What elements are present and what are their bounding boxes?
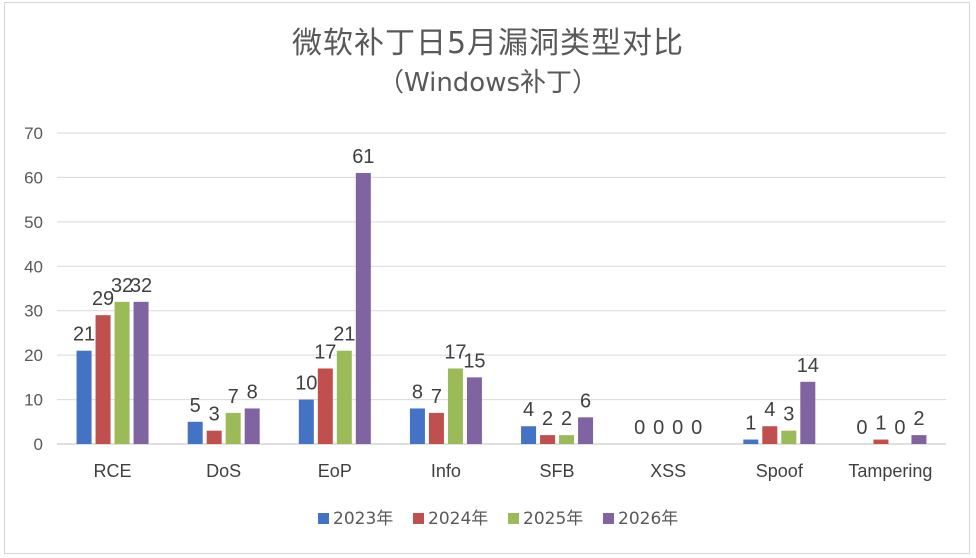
data-label: 0: [691, 417, 702, 439]
data-label: 5: [190, 395, 201, 417]
data-label: 15: [463, 350, 485, 372]
legend-swatch: [603, 513, 614, 524]
bar: [540, 435, 556, 444]
data-label: 17: [444, 341, 466, 363]
y-tick-label: 20: [24, 346, 43, 365]
x-tick-label: Spoof: [756, 461, 804, 481]
data-label: 61: [352, 146, 374, 168]
bar: [428, 412, 444, 444]
data-label: 4: [764, 399, 775, 421]
bar: [187, 421, 203, 444]
bar: [466, 377, 482, 444]
data-label: 7: [228, 386, 239, 408]
data-label: 7: [431, 386, 442, 408]
data-label: 1: [875, 413, 886, 435]
data-label: 32: [111, 275, 133, 297]
bar: [206, 430, 222, 444]
data-label: 8: [247, 381, 258, 403]
data-label: 2: [542, 408, 553, 430]
chart-frame: [4, 2, 970, 554]
bar: [336, 350, 352, 444]
data-label: 3: [209, 404, 220, 426]
x-tick-label: Tampering: [848, 461, 932, 481]
bar: [521, 426, 537, 444]
y-tick-label: 40: [24, 257, 43, 276]
y-tick-label: 70: [24, 124, 43, 143]
x-tick-label: DoS: [206, 461, 241, 481]
data-label: 29: [92, 288, 114, 310]
bar: [578, 417, 594, 444]
bar: [762, 426, 778, 444]
data-label: 0: [672, 417, 683, 439]
bar: [76, 350, 92, 444]
y-tick-label: 30: [24, 302, 43, 321]
y-tick-label: 50: [24, 213, 43, 232]
bar: [114, 301, 130, 444]
legend-label: 2025年: [523, 509, 583, 529]
bar: [317, 368, 333, 444]
data-label: 0: [856, 417, 867, 439]
legend-swatch: [318, 513, 329, 524]
bar: [447, 368, 463, 444]
data-label: 8: [412, 381, 423, 403]
x-tick-label: SFB: [540, 461, 575, 481]
bar: [298, 399, 314, 444]
chart-subtitle: （Windows补丁）: [377, 68, 599, 98]
x-tick-label: EoP: [318, 461, 352, 481]
bar: [244, 408, 260, 444]
legend-swatch: [413, 513, 424, 524]
x-tick-label: XSS: [650, 461, 686, 481]
bar: [225, 412, 241, 444]
data-label: 0: [653, 417, 664, 439]
data-label: 10: [295, 373, 317, 395]
data-label: 3: [783, 404, 794, 426]
data-label: 17: [314, 341, 336, 363]
y-tick-label: 60: [24, 168, 43, 187]
bar: [781, 430, 797, 444]
data-label: 21: [333, 324, 355, 346]
x-tick-label: Info: [431, 461, 461, 481]
bar: [911, 435, 927, 444]
bar: [800, 381, 816, 444]
bar: [409, 408, 425, 444]
legend-label: 2023年: [333, 509, 393, 529]
bar: [743, 439, 759, 444]
data-label: 2: [561, 408, 572, 430]
bar: [355, 172, 371, 444]
x-tick-label: RCE: [94, 461, 132, 481]
legend-swatch: [508, 513, 519, 524]
bar: [873, 439, 889, 444]
data-label: 2: [913, 408, 924, 430]
data-label: 0: [894, 417, 905, 439]
y-tick-label: 0: [34, 435, 43, 454]
legend-label: 2026年: [618, 509, 678, 529]
y-tick-label: 10: [24, 391, 43, 410]
bar: [95, 315, 111, 444]
legend-label: 2024年: [428, 509, 488, 529]
data-label: 32: [130, 275, 152, 297]
data-label: 21: [73, 324, 95, 346]
data-label: 14: [797, 355, 819, 377]
chart-title: 微软补丁日5月漏洞类型对比: [291, 26, 685, 61]
data-label: 6: [580, 390, 591, 412]
data-label: 0: [634, 417, 645, 439]
data-label: 1: [745, 413, 756, 435]
bar: [559, 435, 575, 444]
data-label: 4: [523, 399, 534, 421]
bar: [133, 301, 149, 444]
